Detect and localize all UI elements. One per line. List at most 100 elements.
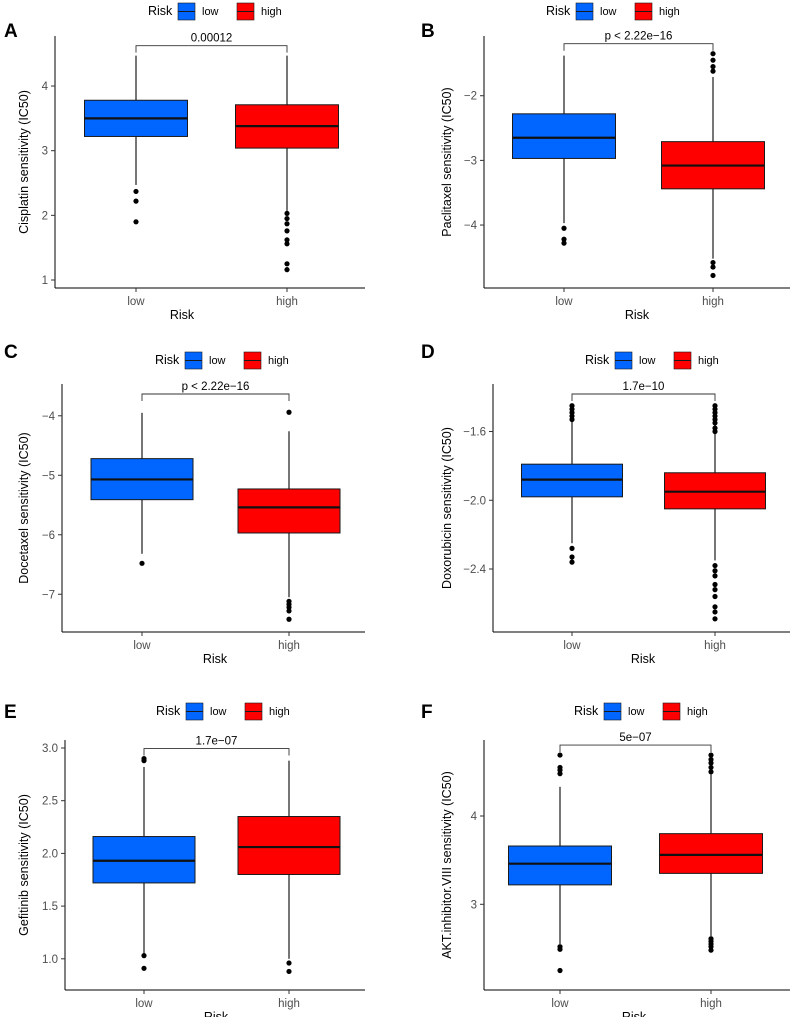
legend-title: Risk <box>148 4 173 18</box>
box-iqr <box>659 833 763 874</box>
y-tick-label: −4 <box>42 411 56 423</box>
outlier-point <box>133 188 139 195</box>
outlier-point <box>286 604 292 610</box>
y-tick-label: 2 <box>42 210 48 222</box>
x-tick-label-low: low <box>127 296 145 308</box>
box-low <box>521 403 623 565</box>
panel-d: D Risk low high −2.4 −2.0 −1.6 low high Risk Doxor… <box>421 342 790 666</box>
y-tick-label: 1.5 <box>42 901 58 913</box>
outlier-point <box>712 616 718 622</box>
x-tick-label-low: low <box>551 998 569 1010</box>
box-high <box>661 51 765 279</box>
panel-letter: D <box>421 342 435 363</box>
x-tick-label-low: low <box>135 998 153 1010</box>
x-axis-title: Risk <box>631 652 656 666</box>
outlier-point <box>712 568 718 574</box>
box-high <box>235 55 339 273</box>
p-value-label: 5e−07 <box>619 732 651 744</box>
x-tick-label-high: high <box>278 640 300 652</box>
x-axis-title: Risk <box>622 1010 647 1017</box>
significance-bracket: 5e−07 <box>559 732 712 753</box>
legend: Risk low high <box>574 702 708 721</box>
bracket-line <box>571 393 716 401</box>
legend-title: Risk <box>546 4 571 18</box>
outlier-point <box>710 259 716 266</box>
y-tick-label: −5 <box>42 470 55 482</box>
y-axis-title: Gefitinib sensitivity (IC50) <box>17 794 31 936</box>
outlier-point <box>284 228 290 234</box>
outlier-point <box>708 756 714 763</box>
x-tick-label-high: high <box>704 640 726 652</box>
significance-bracket: p < 2.22e−16 <box>563 31 714 51</box>
legend-title: Risk <box>585 353 610 367</box>
significance-bracket: 1.7e−07 <box>143 736 290 756</box>
outlier-point <box>712 581 718 588</box>
outlier-point <box>286 968 292 975</box>
outlier-point <box>712 428 718 435</box>
legend-title: Risk <box>155 353 180 367</box>
panel-letter: F <box>421 702 433 723</box>
legend-label-low: low <box>209 355 226 367</box>
x-axis-title: Risk <box>625 308 650 322</box>
p-value-label: 1.7e−10 <box>623 381 665 393</box>
significance-bracket: 1.7e−10 <box>571 381 716 401</box>
x-axis-title: Risk <box>203 652 228 666</box>
outlier-point <box>557 752 563 758</box>
y-tick-label: −2.4 <box>463 564 486 576</box>
outlier-point <box>712 609 718 615</box>
y-axis-title: Docetaxel sensitivity (IC50) <box>17 432 31 583</box>
outlier-point <box>561 225 567 231</box>
y-tick-label: −4 <box>464 220 478 232</box>
box-iqr <box>237 488 341 534</box>
y-tick-label: 3 <box>471 899 477 911</box>
x-tick-label-low: low <box>555 296 573 308</box>
panel-e: E Risk low high 1.0 1.5 2.0 2.5 3.0 low high Risk Ge… <box>4 702 365 1017</box>
outlier-point <box>708 947 714 953</box>
significance-bracket: 0.00012 <box>135 33 288 53</box>
box-high <box>237 409 341 622</box>
x-tick-label-low: low <box>133 640 151 652</box>
legend-label-low: low <box>639 355 656 367</box>
outlier-point <box>141 755 147 762</box>
outlier-point <box>557 946 563 952</box>
outlier-point <box>141 953 147 959</box>
panel-a: A Risk low high 1 2 3 4 low high Risk Cisplatin sen… <box>4 2 365 322</box>
box-low <box>84 55 188 225</box>
box-low <box>90 412 194 566</box>
legend-label-high: high <box>269 706 290 718</box>
outlier-point <box>569 416 575 423</box>
box-high <box>237 760 341 975</box>
outlier-point <box>708 764 714 771</box>
bracket-line <box>559 744 712 753</box>
outlier-point <box>557 967 563 974</box>
box-iqr <box>237 816 341 875</box>
x-tick-label-high: high <box>276 296 298 308</box>
outlier-point <box>569 559 575 565</box>
x-tick-label-high: high <box>702 296 724 308</box>
y-tick-label: 2.0 <box>42 848 58 860</box>
outlier-point <box>284 267 290 273</box>
legend-label-low: low <box>600 6 617 18</box>
outlier-point <box>557 764 563 771</box>
y-tick-label: 3 <box>42 146 48 158</box>
y-axis-title: Doxorubicin sensitivity (IC50) <box>440 427 454 589</box>
panel-letter: E <box>4 702 17 723</box>
x-axis-title: Risk <box>170 308 195 322</box>
significance-bracket: p < 2.22e−16 <box>141 381 290 401</box>
y-tick-label: 4 <box>471 811 478 823</box>
outlier-point <box>284 210 290 217</box>
outlier-point <box>712 562 718 569</box>
x-tick-label-low: low <box>563 640 581 652</box>
y-tick-label: 1 <box>42 275 48 287</box>
box-iqr <box>508 845 612 886</box>
bracket-line <box>135 45 288 53</box>
legend: Risk low high <box>148 2 282 21</box>
panel-c: C Risk low high −7 −6 −5 −4 low high Risk Docetaxel… <box>4 342 365 666</box>
y-tick-label: 4 <box>42 81 49 93</box>
outlier-point <box>141 965 147 971</box>
bracket-line <box>563 43 714 51</box>
panel-f: F Risk low high 3 4 low high Risk AKT.inhibitor.V… <box>421 702 790 1017</box>
p-value-label: 0.00012 <box>191 33 233 45</box>
outlier-point <box>712 420 718 426</box>
